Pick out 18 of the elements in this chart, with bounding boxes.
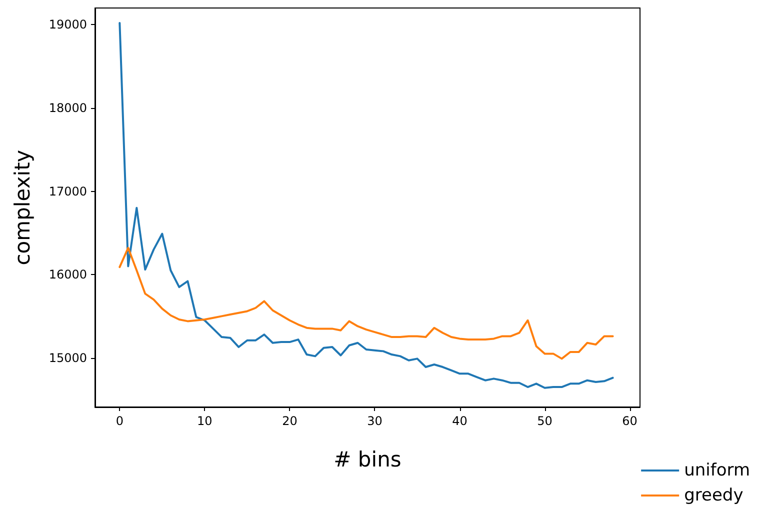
- y-tick-label: 16000: [48, 268, 87, 282]
- y-axis-title: complexity: [10, 150, 34, 266]
- x-axis-title: # bins: [334, 448, 402, 472]
- x-tick-label: 20: [282, 414, 298, 428]
- x-tick-label: 30: [367, 414, 382, 428]
- x-tick-label: 60: [622, 414, 638, 428]
- x-tick-label: 40: [452, 414, 468, 428]
- y-tick-label: 17000: [48, 184, 87, 198]
- y-tick-label: 19000: [48, 18, 87, 32]
- x-tick-label: 10: [197, 414, 212, 428]
- x-tick-label: 0: [116, 414, 124, 428]
- y-tick-label: 15000: [48, 350, 87, 365]
- y-tick-label: 18000: [48, 100, 87, 115]
- line-series: [118, 22, 614, 389]
- x-tick-label: 50: [537, 414, 552, 428]
- legend-label: uniform: [684, 460, 750, 480]
- line-series: [118, 246, 614, 360]
- legend-label: greedy: [684, 486, 744, 506]
